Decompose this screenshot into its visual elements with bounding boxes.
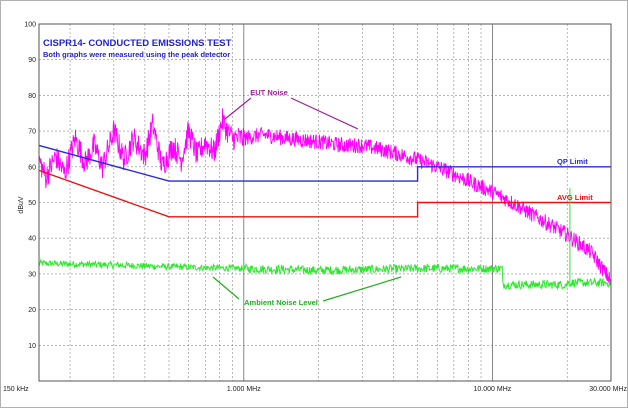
- ambient-noise-pointer: [322, 276, 402, 302]
- y-axis-label: dBuV: [18, 196, 25, 213]
- series-eut-noise-line: [38, 108, 612, 283]
- series-layer: [38, 108, 612, 291]
- series-qp-limit-line: [38, 144, 611, 182]
- annotation-ambient-noise: Ambient Noise Level: [244, 298, 318, 307]
- series-ambient-noise-line: [38, 258, 612, 291]
- eut-noise-pointer: [290, 97, 359, 130]
- y-tick-label: 70: [28, 129, 36, 136]
- plot-area: [38, 23, 612, 382]
- y-tick-label: 80: [28, 93, 36, 100]
- annotation-avg-limit: AVG Limit: [557, 193, 593, 202]
- y-tick-label: 60: [28, 164, 36, 171]
- x-tick-label: 30.000 MHz: [589, 386, 627, 393]
- y-tick-label: 30: [28, 271, 36, 278]
- y-tick-label: 50: [28, 200, 36, 207]
- y-tick-label: 10: [28, 343, 36, 350]
- annotation-qp-limit: QP Limit: [557, 157, 588, 166]
- x-tick-label: 150 kHz: [3, 386, 29, 393]
- series-avg-limit-line: [38, 169, 611, 218]
- y-tick-label: 20: [28, 307, 36, 314]
- annotation-eut-noise: EUT Noise: [250, 88, 288, 97]
- y-tick-label: 100: [24, 22, 36, 29]
- ambient-noise-pointer: [212, 276, 240, 300]
- eut-noise-pointer: [224, 97, 252, 120]
- x-tick-labels: 150 kHz 1.000 MHz 10.000 MHz 30.000 MHz: [3, 386, 627, 393]
- y-tick-label: 90: [28, 57, 36, 64]
- x-tick-label: 1.000 MHz: [227, 386, 261, 393]
- annotation-pointers: [212, 97, 402, 302]
- y-tick-label: 40: [28, 236, 36, 243]
- y-tick-labels: 10 20 30 40 50 60 70 80 90 100: [24, 22, 36, 350]
- chart-title: CISPR14- CONDUCTED EMISSIONS TEST: [43, 38, 232, 49]
- x-tick-label: 10.000 MHz: [474, 386, 512, 393]
- chart-subtitle: Both graphs were measured using the peak…: [43, 50, 230, 59]
